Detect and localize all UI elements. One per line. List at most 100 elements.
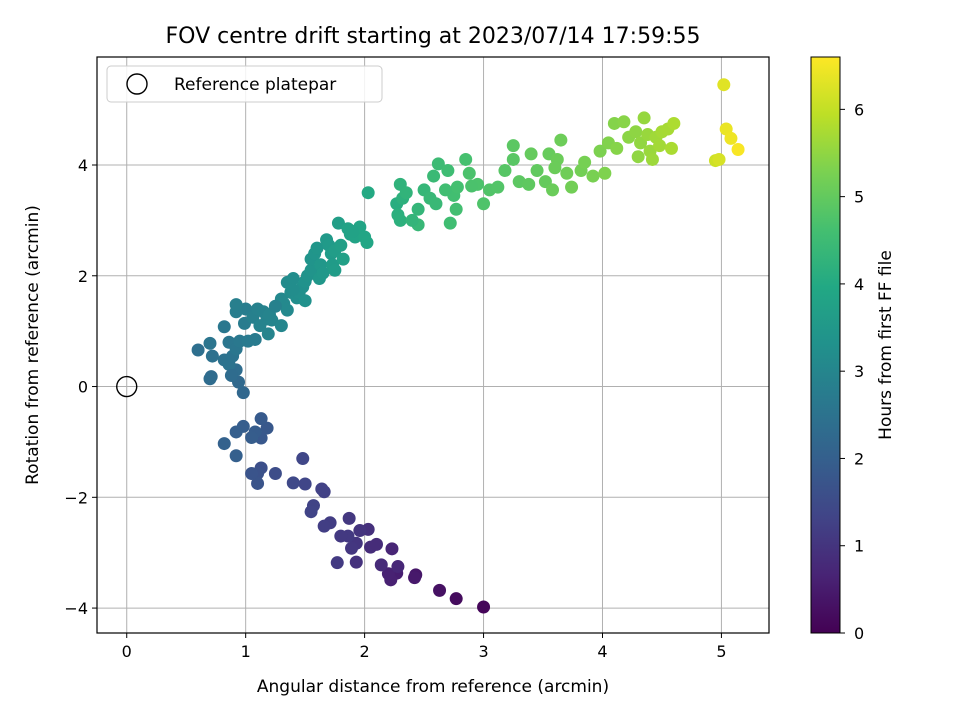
data-point [491, 180, 505, 194]
data-point [593, 144, 607, 158]
data-point [391, 560, 405, 574]
data-point [560, 166, 574, 180]
data-point [498, 164, 512, 178]
legend-box [106, 65, 383, 103]
data-point [629, 125, 643, 139]
x-tick-label: 2 [360, 642, 370, 661]
data-point [191, 343, 205, 357]
data-point [217, 320, 231, 334]
data-point [399, 186, 413, 200]
data-point [205, 349, 219, 363]
data-point [286, 283, 300, 297]
data-point [217, 437, 231, 451]
data-point [441, 164, 455, 178]
data-point [203, 372, 217, 386]
chart-title: FOV centre drift starting at 2023/07/14 … [166, 24, 701, 49]
data-point [610, 141, 624, 155]
data-point [645, 152, 659, 166]
data-point [229, 425, 243, 439]
data-point [260, 421, 274, 435]
data-point [331, 216, 345, 230]
x-tick-label: 4 [597, 642, 607, 661]
data-point [310, 241, 324, 255]
data-point [253, 319, 267, 333]
grid-lines [97, 57, 769, 633]
data-point [667, 116, 681, 130]
data-point [304, 505, 318, 519]
colorbar-tick-label: 0 [854, 624, 864, 643]
y-tick-label: 4 [78, 156, 88, 175]
data-point [251, 476, 265, 490]
colorbar-tick-label: 4 [854, 275, 864, 294]
data-point [459, 152, 473, 166]
data-point [346, 224, 360, 238]
legend-marker-reference [126, 73, 148, 95]
data-point [317, 519, 331, 533]
data-point [261, 327, 275, 341]
data-point [724, 131, 738, 145]
data-point [546, 183, 560, 197]
data-point [408, 571, 422, 585]
colorbar-label: Hours from first FF file [876, 250, 896, 440]
x-axis-label: Angular distance from reference (arcmin) [257, 677, 609, 697]
data-point [712, 152, 726, 166]
data-point [328, 263, 342, 277]
data-point [411, 202, 425, 216]
data-point [381, 567, 395, 581]
data-point [286, 272, 300, 286]
data-point [731, 142, 745, 156]
data-point [336, 252, 350, 266]
data-point [429, 197, 443, 211]
data-point [393, 213, 407, 227]
data-point [554, 133, 568, 147]
x-tick-label: 3 [478, 642, 488, 661]
data-point [370, 537, 384, 551]
colorbar-tick-label: 5 [854, 188, 864, 207]
data-point [268, 466, 282, 480]
data-point [245, 430, 259, 444]
data-point [349, 555, 363, 569]
legend: Reference platepar [106, 65, 383, 103]
x-tick-label: 5 [716, 642, 726, 661]
data-point [405, 213, 419, 227]
data-point [224, 368, 238, 382]
data-point [617, 115, 631, 129]
data-point [524, 147, 538, 161]
data-point [548, 161, 562, 175]
data-point [342, 511, 356, 525]
data-point [664, 141, 678, 155]
data-point [360, 236, 374, 250]
data-point [653, 139, 667, 153]
data-point [522, 177, 536, 191]
x-tick-label: 0 [122, 642, 132, 661]
data-point [431, 157, 445, 171]
y-axis-ticks: −4 −2 0 2 4 [64, 156, 97, 618]
data-point [717, 78, 731, 92]
data-point [449, 592, 463, 606]
data-point [637, 111, 651, 125]
data-point [506, 139, 520, 153]
data-point [229, 298, 243, 312]
data-point [245, 466, 259, 480]
colorbar-tick-label: 1 [854, 537, 864, 556]
data-point [248, 332, 262, 346]
data-point [578, 155, 592, 169]
y-tick-label: −4 [64, 599, 88, 618]
scatter-points [191, 78, 745, 614]
data-point [374, 558, 388, 572]
data-point [433, 583, 447, 597]
y-tick-label: −2 [64, 488, 88, 507]
data-point [298, 477, 312, 491]
data-point [631, 150, 645, 164]
data-point [449, 202, 463, 216]
data-point [438, 183, 452, 197]
data-point [565, 180, 579, 194]
colorbar-tick-label: 3 [854, 362, 864, 381]
data-point [334, 238, 348, 252]
x-tick-label: 1 [241, 642, 251, 661]
data-point [427, 169, 441, 183]
data-point [298, 294, 312, 308]
plot-frame [96, 56, 770, 634]
